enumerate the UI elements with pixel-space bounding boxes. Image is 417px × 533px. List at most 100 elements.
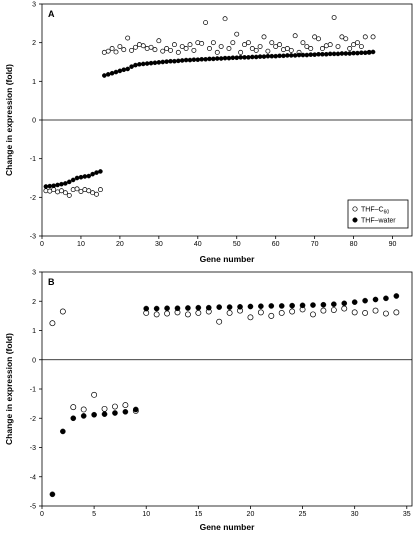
thf-water-point [66, 179, 72, 185]
thf-water-point [49, 491, 56, 498]
thf-c60-point [330, 307, 337, 313]
thf-water-point [222, 55, 228, 61]
thf-water-point [143, 305, 150, 312]
legend-open-circle-icon [352, 206, 358, 212]
thf-water-point [140, 61, 146, 67]
panel-b-x-tick-label: 35 [403, 511, 411, 518]
thf-water-point [355, 50, 360, 56]
thf-c60-point [253, 47, 259, 53]
thf-c60-point [245, 40, 251, 46]
thf-c60-point [351, 309, 358, 316]
thf-water-point [122, 409, 129, 415]
thf-water-point [160, 59, 166, 65]
panel-a-x-tick-label: 50 [233, 241, 241, 248]
thf-water-point [265, 53, 271, 59]
thf-water-point [205, 304, 212, 311]
thf-water-point [183, 57, 189, 63]
panel-a-x-tick-label: 70 [311, 241, 319, 248]
thf-water-point [91, 411, 97, 418]
panel-b-x-tick-label: 15 [194, 511, 202, 518]
thf-c60-point [94, 191, 99, 197]
thf-water-point [133, 406, 139, 413]
thf-water-point [310, 302, 316, 308]
thf-c60-point [195, 40, 201, 46]
thf-water-point [98, 169, 103, 174]
thf-water-point [109, 70, 115, 76]
panel-b-x-tick-label: 0 [40, 511, 44, 518]
thf-water-point [195, 57, 201, 62]
thf-c60-point [122, 402, 129, 409]
thf-c60-point [125, 35, 131, 41]
thf-water-point [125, 66, 130, 72]
thf-c60-point [222, 16, 228, 22]
panel-b-y-tick-label: -1 [30, 387, 36, 394]
thf-c60-point [393, 309, 400, 316]
thf-c60-point [257, 44, 263, 49]
thf-water-point [187, 57, 193, 63]
thf-c60-point [216, 318, 223, 325]
panel-b-y-tick-label: 0 [32, 357, 36, 364]
thf-water-point [51, 183, 56, 189]
legend-label-thf-c60-sub: 60 [384, 210, 390, 216]
thf-water-point [90, 171, 95, 177]
thf-water-point [105, 72, 111, 77]
thf-water-point [129, 64, 134, 69]
thf-water-point [253, 54, 259, 60]
panel-b-x-tick-label: 25 [299, 511, 307, 518]
thf-water-point [246, 55, 251, 60]
panel-b-x-tick-label: 20 [247, 511, 255, 518]
thf-water-point [230, 55, 236, 61]
panel-b-y-tick-label: 3 [32, 270, 36, 277]
thf-c60-point [164, 310, 171, 317]
thf-c60-point [249, 46, 255, 51]
thf-c60-point [343, 36, 349, 42]
thf-c60-point [195, 310, 202, 316]
thf-c60-point [164, 46, 170, 51]
thf-water-point [289, 302, 295, 309]
panel-a-x-tick-label: 0 [40, 241, 44, 248]
thf-water-point [172, 58, 177, 64]
panel-a-x-tick-label: 20 [116, 241, 124, 248]
thf-water-point [372, 296, 379, 303]
thf-water-point [351, 50, 356, 56]
thf-water-point [312, 52, 317, 57]
thf-c60-point [304, 44, 310, 49]
thf-c60-point [300, 40, 306, 46]
thf-water-point [226, 304, 233, 310]
thf-c60-point [74, 186, 80, 192]
thf-water-point [168, 58, 173, 64]
thf-water-point [148, 60, 154, 66]
thf-water-point [226, 55, 232, 61]
thf-water-point [362, 50, 368, 56]
thf-water-point [144, 61, 150, 66]
thf-c60-point [351, 42, 357, 48]
thf-c60-point [308, 46, 314, 51]
thf-water-point [121, 67, 127, 73]
thf-water-point [327, 51, 333, 57]
thf-water-point [195, 304, 202, 311]
panel-b: B 0 5 10 15 20 25 30 35 -5 -4 -3 -2 -1 0 1 2 3 Gene numb… [4, 270, 413, 532]
thf-c60-point [168, 47, 173, 53]
thf-water-point [343, 51, 349, 56]
thf-water-point [281, 53, 286, 59]
thf-water-point [86, 173, 92, 179]
thf-c60-point [355, 40, 360, 46]
panel-b-x-tick-label: 10 [142, 511, 150, 518]
thf-water-point [278, 303, 285, 309]
thf-c60-point [175, 49, 181, 55]
thf-water-point [370, 49, 376, 55]
thf-water-point [269, 53, 275, 59]
thf-c60-point [91, 391, 98, 398]
thf-c60-point [265, 48, 271, 54]
panel-b-ticks: 0 5 10 15 20 25 30 35 -5 -4 -3 -2 -1 0 1 2 3 [30, 270, 411, 519]
thf-c60-point [80, 406, 87, 413]
panel-a-points [43, 15, 376, 198]
thf-c60-point [319, 46, 325, 51]
thf-c60-point [153, 311, 160, 318]
thf-water-point [277, 53, 282, 59]
thf-c60-point [292, 33, 298, 39]
thf-c60-point [62, 190, 68, 196]
thf-water-point [70, 415, 77, 422]
thf-water-point [362, 297, 368, 304]
thf-c60-point [59, 188, 64, 194]
